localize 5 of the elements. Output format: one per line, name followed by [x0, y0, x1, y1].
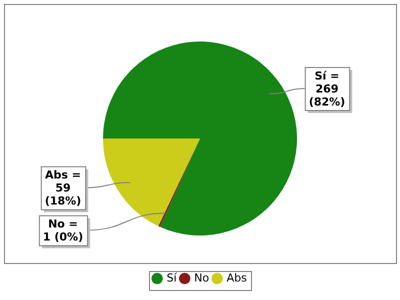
legend-label: Abs: [226, 271, 248, 284]
data-label: Sí = 269 (82%): [308, 69, 346, 108]
legend-label: No: [194, 271, 210, 284]
data-label: No = 1 (0%): [42, 218, 84, 244]
legend-label: Sí: [166, 271, 178, 284]
